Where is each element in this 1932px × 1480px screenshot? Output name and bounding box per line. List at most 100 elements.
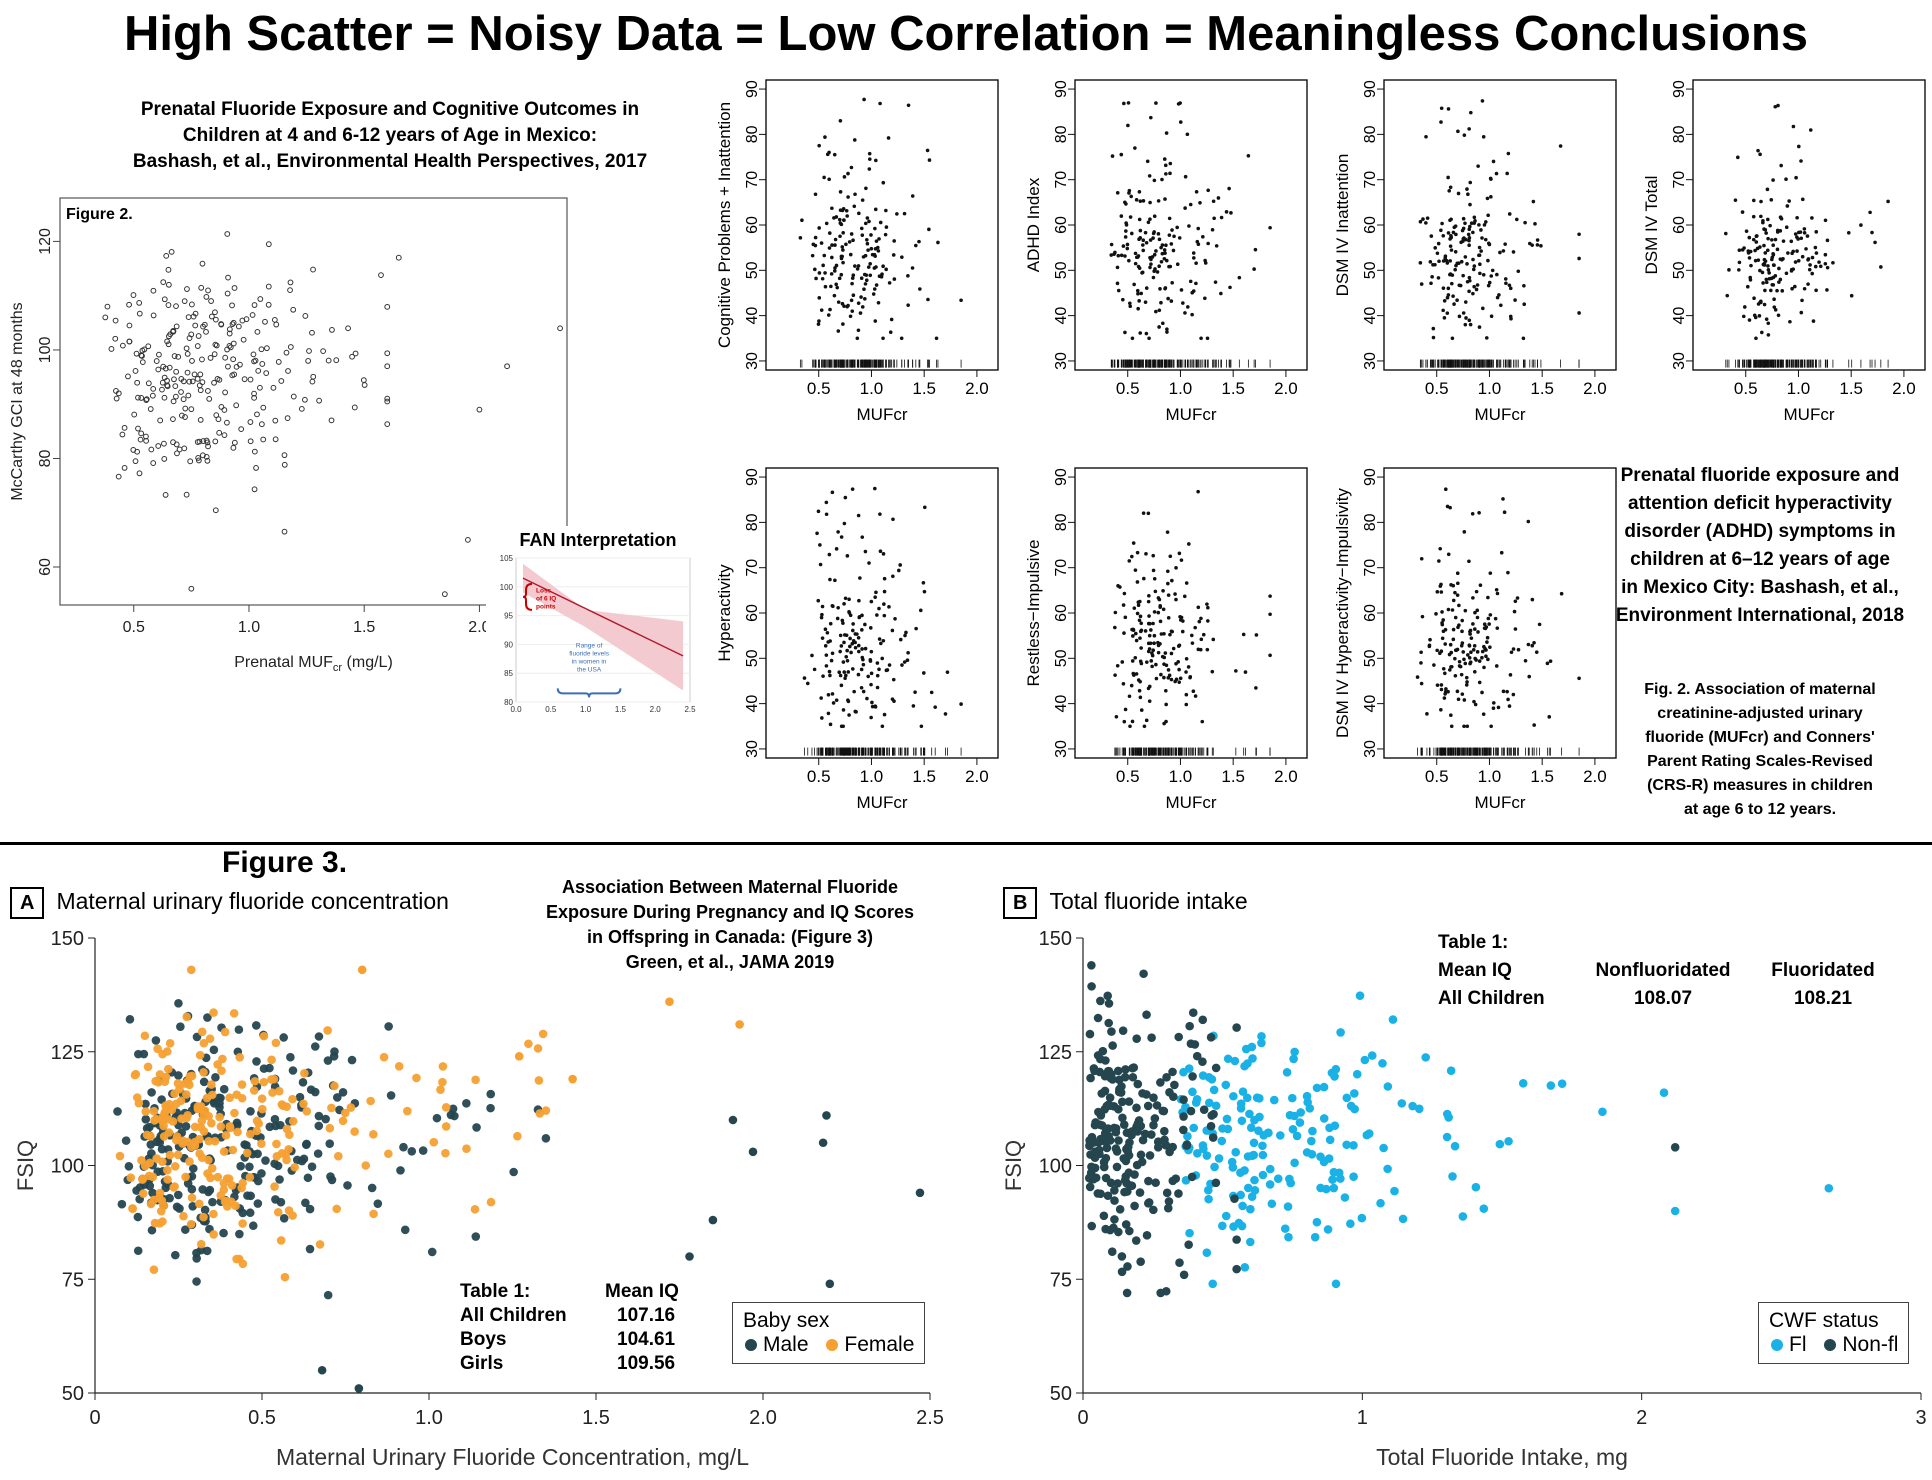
data-point xyxy=(1193,694,1198,698)
data-point xyxy=(1158,605,1163,609)
data-point xyxy=(1328,1175,1337,1184)
data-point xyxy=(208,1197,217,1207)
data-point xyxy=(1132,1103,1141,1113)
data-point xyxy=(1460,629,1464,634)
data-point xyxy=(1150,651,1154,656)
data-point xyxy=(1254,633,1259,637)
table-cell: 108.21 xyxy=(1793,988,1853,1009)
data-point xyxy=(155,1218,165,1228)
data-point xyxy=(246,1106,255,1116)
data-point xyxy=(1110,1186,1119,1195)
data-point xyxy=(284,415,291,422)
data-point xyxy=(1129,194,1133,199)
data-point xyxy=(1449,248,1454,252)
data-point xyxy=(842,602,846,606)
data-point xyxy=(184,351,191,357)
data-point xyxy=(535,1109,545,1118)
data-point xyxy=(1467,243,1471,248)
y-axis-label: ADHD Index xyxy=(1024,177,1043,272)
y-tick-label: 60 xyxy=(1362,216,1379,234)
data-point xyxy=(230,444,237,451)
data-point xyxy=(268,1088,277,1097)
data-point xyxy=(863,622,867,627)
data-point xyxy=(1090,1066,1099,1076)
data-point xyxy=(1533,222,1537,226)
data-point xyxy=(378,272,384,279)
data-point xyxy=(1085,1182,1095,1192)
data-point xyxy=(842,304,846,308)
data-point xyxy=(310,1087,320,1097)
data-point xyxy=(1167,216,1172,221)
data-point xyxy=(1807,267,1812,272)
data-point xyxy=(875,613,879,617)
data-point xyxy=(827,246,832,250)
data-point xyxy=(1132,282,1136,287)
data-point xyxy=(1439,120,1443,124)
y-tick-label: 120 xyxy=(37,228,54,255)
x-tick-label: 0.5 xyxy=(1116,379,1140,398)
x-tick-label: 1.0 xyxy=(238,619,260,636)
data-point xyxy=(1323,1225,1333,1234)
data-point xyxy=(260,404,267,411)
data-point xyxy=(1480,99,1485,103)
data-point xyxy=(1446,231,1451,235)
data-point xyxy=(880,724,885,729)
data-point xyxy=(224,419,230,426)
data-point xyxy=(212,507,219,514)
data-point xyxy=(225,1093,234,1102)
data-point xyxy=(354,1384,364,1393)
data-point xyxy=(887,663,892,667)
data-point xyxy=(1505,171,1509,176)
data-point xyxy=(1461,273,1465,278)
data-point xyxy=(863,282,868,286)
data-point xyxy=(1787,199,1791,203)
x-tick-label: 0.5 xyxy=(1116,767,1140,786)
data-point xyxy=(1806,257,1811,261)
data-point xyxy=(513,1131,522,1141)
data-point xyxy=(253,1199,263,1208)
data-point xyxy=(867,167,872,171)
data-point xyxy=(1137,618,1142,623)
data-point xyxy=(836,606,840,610)
data-point xyxy=(192,1277,201,1286)
data-point xyxy=(1752,313,1757,318)
data-point xyxy=(1360,1055,1370,1065)
data-point xyxy=(1257,1038,1266,1048)
table-cell: Girls xyxy=(460,1353,504,1374)
data-point xyxy=(1325,1123,1334,1133)
data-point xyxy=(1495,626,1500,630)
data-point xyxy=(1124,1097,1134,1106)
inset-y-tick-label: 100 xyxy=(500,583,514,592)
data-point xyxy=(813,192,818,197)
data-point xyxy=(817,319,821,323)
data-point xyxy=(1156,650,1161,655)
data-point xyxy=(1110,154,1115,158)
data-point xyxy=(1471,267,1476,272)
data-point xyxy=(1497,293,1501,297)
data-point xyxy=(819,308,824,312)
data-point xyxy=(865,216,870,220)
inset-x-tick-label: 1.5 xyxy=(615,705,627,714)
data-point xyxy=(1151,648,1155,653)
data-point xyxy=(1463,221,1467,226)
y-tick-label: 50 xyxy=(62,1383,84,1405)
data-point xyxy=(1465,279,1470,284)
data-point xyxy=(1147,1033,1156,1042)
y-tick-label: 50 xyxy=(744,649,761,667)
data-point xyxy=(822,1111,831,1120)
data-point xyxy=(148,1188,157,1198)
data-point xyxy=(823,644,828,648)
data-point xyxy=(1188,202,1193,207)
data-point xyxy=(1531,199,1536,204)
data-point xyxy=(1331,1064,1341,1074)
data-point xyxy=(1439,228,1443,233)
data-point xyxy=(1211,637,1216,642)
data-point xyxy=(217,1066,226,1076)
data-point xyxy=(1206,619,1210,623)
data-point xyxy=(1148,238,1153,242)
table-row: Girls 109.56 xyxy=(460,1352,679,1376)
data-point xyxy=(1506,570,1510,575)
data-point xyxy=(1199,637,1204,642)
data-point xyxy=(841,322,845,326)
data-point xyxy=(172,383,179,389)
